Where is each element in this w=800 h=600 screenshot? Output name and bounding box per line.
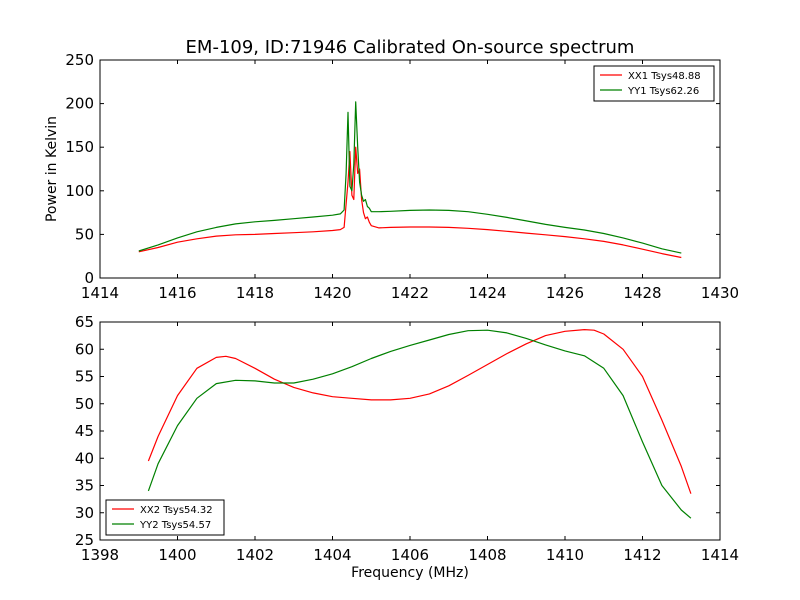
x-tick-label: 1422 (391, 284, 429, 302)
x-tick-label: 1424 (468, 284, 506, 302)
x-tick-label: 1426 (546, 284, 584, 302)
y-tick-label: 60 (75, 340, 94, 358)
y-tick-label: 100 (65, 182, 94, 200)
x-tick-label: 1430 (701, 284, 739, 302)
legend-label: XX1 Tsys48.88 (628, 71, 701, 82)
x-tick-label: 1416 (158, 284, 196, 302)
x-tick-label: 1420 (313, 284, 351, 302)
y-tick-label: 50 (75, 395, 94, 413)
figure-title: EM-109, ID:71946 Calibrated On-source sp… (186, 37, 635, 58)
x-tick-label: 1410 (546, 546, 584, 564)
x-axis-label: Frequency (MHz) (351, 565, 469, 581)
y-tick-label: 200 (65, 95, 94, 113)
x-tick-label: 1418 (236, 284, 274, 302)
x-tick-label: 1404 (313, 546, 351, 564)
y-tick-label: 40 (75, 449, 94, 467)
y-tick-label: 35 (75, 477, 94, 495)
bottom-plot: 1398 1400 1402 1404 1406 1408 1410 1412 1414 25 30… (75, 313, 739, 581)
y-tick-label: 55 (75, 368, 94, 386)
x-tick-label: 1412 (623, 546, 661, 564)
series-line-1-0 (147, 329, 692, 494)
y-axis-label: Power in Kelvin (44, 116, 60, 222)
legend-label: YY2 Tsys54.57 (139, 520, 211, 531)
x-tick-label: 1402 (236, 546, 274, 564)
x-tick-label: 1398 (81, 546, 119, 564)
y-tick-label: 250 (65, 51, 94, 69)
x-tick-label: 1408 (468, 546, 506, 564)
y-tick-label: 65 (75, 313, 94, 331)
series-line-1-1 (147, 329, 692, 519)
x-tick-label: 1400 (158, 546, 196, 564)
x-tick-label: 1428 (623, 284, 661, 302)
legend-box-1 (105, 499, 225, 536)
y-tick-label: 0 (84, 269, 94, 287)
x-tick-label: 1414 (701, 546, 739, 564)
top-plot: 1414 1416 1418 1420 1422 1424 1426 1428 1430 0 50 1… (44, 51, 739, 302)
x-tick-label: 1406 (391, 546, 429, 564)
y-tick-label: 150 (65, 138, 94, 156)
y-tick-label: 25 (75, 531, 94, 549)
x-tick-label: 1414 (81, 284, 119, 302)
legend-label: YY1 Tsys62.26 (627, 86, 699, 97)
y-tick-label: 50 (75, 225, 94, 243)
series-line-0-1 (138, 101, 682, 254)
y-tick-label: 45 (75, 422, 94, 440)
legend-box-0 (593, 65, 715, 102)
y-tick-label: 30 (75, 504, 94, 522)
legend-label: XX2 Tsys54.32 (140, 505, 213, 516)
series-line-0-0 (138, 146, 682, 259)
